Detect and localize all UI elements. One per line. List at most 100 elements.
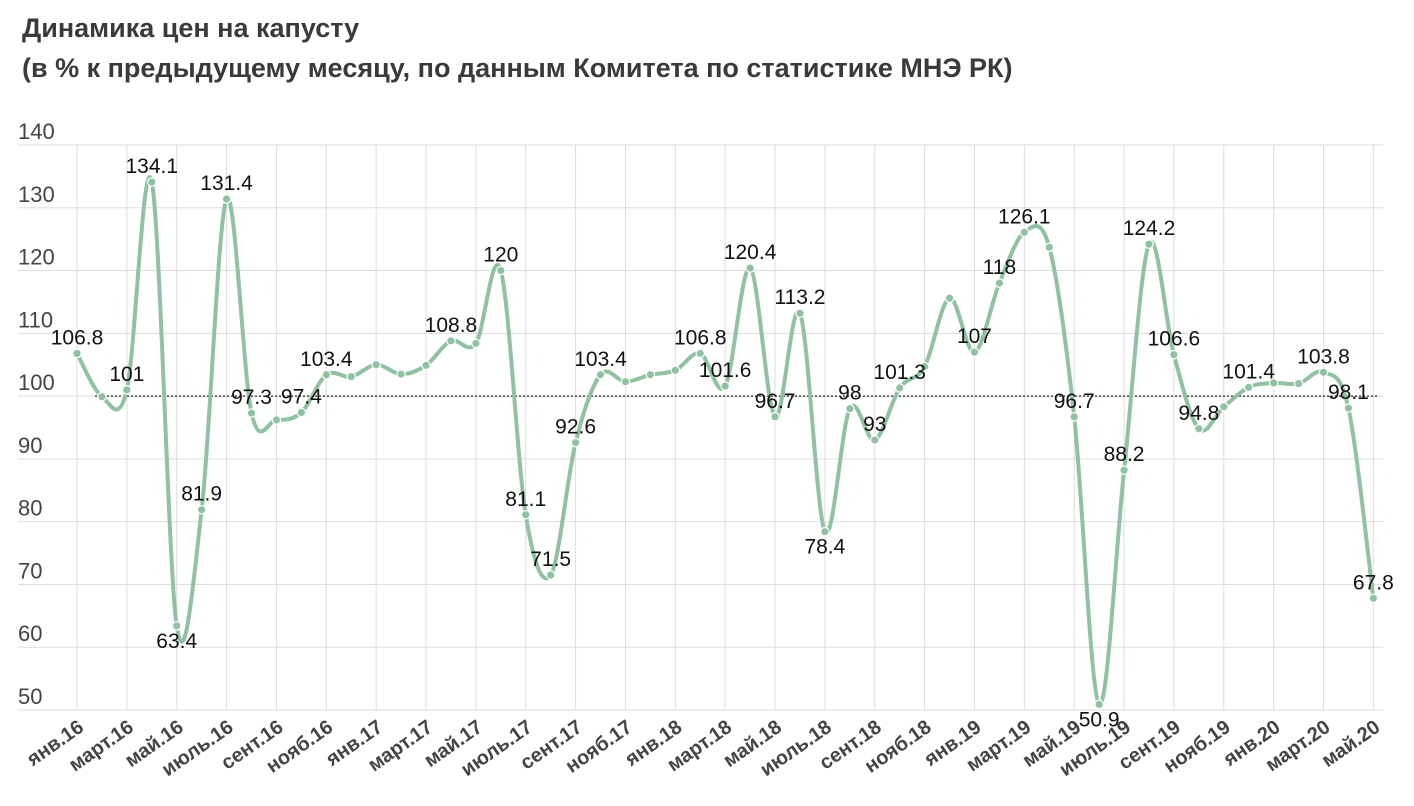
data-label: 81.9 [181, 483, 222, 506]
data-point [1343, 403, 1354, 413]
data-point [595, 369, 606, 380]
data-label: 118 [983, 256, 1016, 279]
data-label: 81.1 [505, 488, 546, 511]
data-point [1318, 367, 1329, 378]
data-point [1268, 378, 1279, 388]
data-point [820, 526, 830, 537]
data-point [620, 376, 631, 387]
data-point [72, 348, 82, 359]
data-point [770, 412, 780, 422]
grid-lines [18, 144, 1383, 711]
y-tick-label: 50 [18, 684, 42, 709]
x-tick-label: май.20 [1318, 716, 1384, 772]
data-point [1169, 349, 1179, 360]
data-point [969, 347, 980, 357]
data-point [645, 369, 656, 380]
data-label: 106.6 [1148, 328, 1201, 351]
y-tick-label: 90 [18, 433, 42, 458]
data-label: 50.9 [1079, 708, 1120, 731]
data-label: 101 [109, 363, 144, 386]
data-label: 98 [838, 382, 861, 405]
data-point [1218, 401, 1229, 412]
data-label: 106.8 [51, 326, 104, 349]
data-point [1243, 382, 1254, 393]
data-point [670, 365, 681, 376]
y-axis: 140 130 120 110 100 90 80 70 60 50 [18, 119, 55, 709]
data-point [1144, 239, 1154, 249]
y-tick-label: 140 [18, 119, 55, 144]
data-label: 92.6 [555, 416, 596, 439]
y-tick-label: 80 [18, 496, 42, 521]
data-point [795, 308, 805, 319]
data-label: 101.4 [1222, 360, 1275, 383]
data-point [720, 381, 730, 391]
data-point [1368, 593, 1379, 604]
data-label: 108.8 [425, 314, 478, 337]
data-label: 97.3 [231, 386, 272, 409]
data-label: 67.8 [1353, 571, 1394, 594]
data-point [471, 338, 481, 349]
data-point [371, 359, 381, 370]
data-point [246, 408, 257, 418]
x-axis: янв.16март.16май.16июль.16сент.16нояб.16… [22, 716, 1384, 781]
data-point [1069, 412, 1079, 422]
data-label: 131.4 [200, 172, 253, 195]
data-label: 103.4 [300, 348, 353, 371]
y-tick-label: 110 [18, 307, 53, 332]
data-label: 97.4 [281, 385, 322, 408]
data-point [1044, 242, 1055, 253]
data-label: 103.4 [574, 348, 627, 371]
data-point [446, 336, 456, 346]
data-label: 106.8 [674, 326, 727, 349]
data-point [221, 194, 232, 204]
data-label: 120 [483, 244, 518, 267]
data-point [919, 361, 930, 372]
data-point [570, 437, 581, 448]
data-label: 126.1 [998, 205, 1051, 228]
data-point [944, 293, 955, 303]
data-point [97, 391, 107, 402]
data-point [421, 360, 431, 371]
data-point [745, 263, 755, 273]
data-label: 63.4 [156, 630, 197, 653]
data-point [520, 509, 531, 520]
data-point [1094, 699, 1104, 710]
data-point [296, 407, 307, 418]
data-label: 103.8 [1297, 345, 1350, 368]
data-point [271, 415, 282, 425]
y-tick-label: 100 [18, 370, 55, 395]
data-point [196, 504, 207, 515]
y-tick-label: 70 [18, 558, 42, 583]
data-label: 96.7 [1054, 390, 1095, 413]
y-tick-label: 120 [18, 245, 55, 270]
data-label: 101.6 [699, 359, 752, 382]
data-label: 124.2 [1123, 217, 1176, 240]
series-group [72, 175, 1379, 710]
data-point [994, 278, 1005, 288]
chart-subtitle: (в % к предыдущему месяцу, по данным Ком… [22, 53, 1013, 83]
data-label: 94.8 [1178, 402, 1219, 425]
data-label: 107 [957, 325, 992, 348]
data-point [171, 621, 182, 631]
data-label: 98.1 [1328, 381, 1369, 404]
data-point [321, 369, 332, 380]
data-label: 113.2 [774, 286, 825, 309]
chart-title: Динамика цен на капусту [22, 13, 360, 43]
data-point [346, 371, 357, 382]
data-point [396, 369, 406, 379]
data-point [146, 177, 157, 187]
data-point [545, 570, 556, 580]
data-label: 96.7 [755, 390, 796, 413]
data-point [845, 403, 855, 414]
data-point [1119, 465, 1129, 475]
data-point [1019, 227, 1030, 238]
data-point [122, 385, 132, 395]
data-point [1194, 423, 1204, 434]
data-label: 120.4 [724, 241, 777, 264]
data-point [1293, 378, 1304, 389]
data-point [496, 265, 506, 276]
data-label: 88.2 [1104, 443, 1145, 466]
data-label: 71.5 [530, 548, 571, 571]
data-label: 134.1 [126, 155, 179, 178]
